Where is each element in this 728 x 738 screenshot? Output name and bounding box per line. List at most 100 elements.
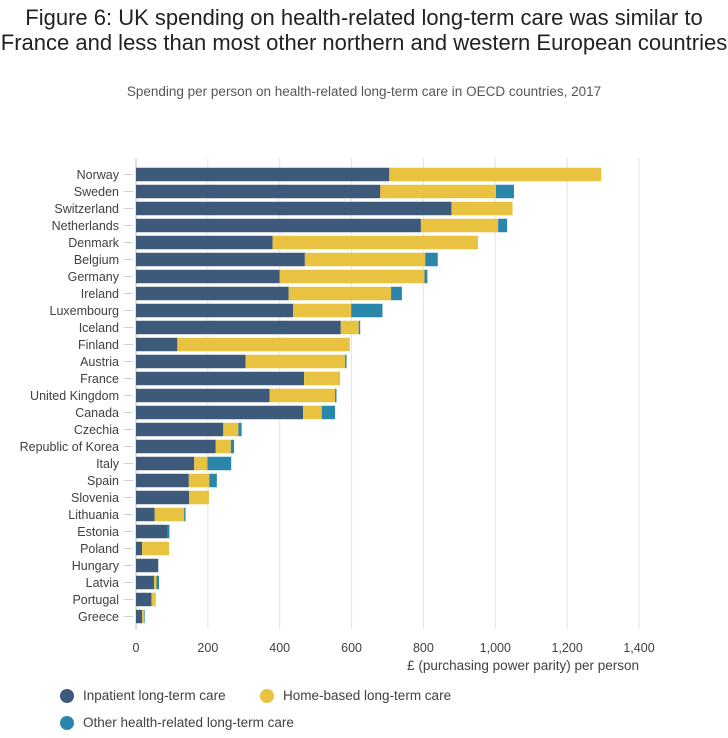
bar-segment <box>496 184 514 199</box>
legend-label: Home-based long-term care <box>283 688 452 703</box>
bars <box>136 167 602 624</box>
bar-segment <box>136 422 224 437</box>
bar-segment <box>177 337 350 352</box>
bar-segment <box>321 405 336 420</box>
bar-segment <box>136 558 159 573</box>
category-label: Hungary <box>72 559 120 573</box>
category-label: Republic of Korea <box>20 440 119 454</box>
x-tick-label: 600 <box>341 641 362 655</box>
bar-segment <box>136 405 304 420</box>
bar-segment <box>136 167 390 182</box>
bar-segment <box>154 507 185 522</box>
bar-segment <box>143 609 145 624</box>
bar-segment <box>304 252 426 267</box>
bar-segment <box>303 405 322 420</box>
bar-segment <box>184 507 186 522</box>
bar-segment <box>288 286 392 301</box>
bar-segment <box>188 473 210 488</box>
legend-swatch <box>60 688 74 703</box>
category-label: Norway <box>77 168 120 182</box>
legend-item: Home-based long-term care <box>260 688 451 703</box>
bar-segment <box>136 473 189 488</box>
bar-segment <box>142 541 170 556</box>
bar-segment <box>136 439 216 454</box>
category-label: Latvia <box>86 576 119 590</box>
category-label: Austria <box>80 355 119 369</box>
legend-item: Other health-related long-term care <box>60 715 294 730</box>
bar-segment <box>136 252 305 267</box>
bar-segment <box>167 524 170 539</box>
legend-label: Inpatient long-term care <box>83 688 226 703</box>
bar-segment <box>136 541 143 556</box>
bar-segment <box>156 575 159 590</box>
bar-segment <box>136 524 168 539</box>
bar-segment <box>136 507 155 522</box>
legend-swatch <box>260 688 274 703</box>
x-tick-label: 800 <box>413 641 434 655</box>
bar-segment <box>136 303 294 318</box>
bar-segment <box>142 609 144 624</box>
bar-segment <box>136 609 143 624</box>
legend-swatch <box>60 715 74 730</box>
bar-segment <box>340 320 359 335</box>
bar-segment <box>136 371 305 386</box>
bar-segment <box>189 490 209 505</box>
category-label: Canada <box>75 406 119 420</box>
x-axis-title: £ (purchasing power parity) per person <box>407 658 639 673</box>
legend-label: Other health-related long-term care <box>83 715 294 730</box>
bar-segment <box>136 218 421 233</box>
bar-segment <box>136 388 270 403</box>
category-label: Iceland <box>79 321 119 335</box>
bar-segment <box>304 371 341 386</box>
category-labels: Norway Sweden Switzerland Netherlands Denmar… <box>20 168 133 624</box>
category-label: Estonia <box>77 525 119 539</box>
bar-segment <box>136 456 195 471</box>
category-label: Germany <box>68 270 120 284</box>
bar-segment <box>136 592 152 607</box>
bar-segment <box>151 592 156 607</box>
bar-segment <box>272 235 479 250</box>
bar-segment <box>391 286 402 301</box>
x-tick-label: 400 <box>269 641 290 655</box>
bar-segment <box>279 269 425 284</box>
legend-item: Inpatient long-term care <box>60 688 226 703</box>
bar-segment <box>136 575 154 590</box>
bar-segment <box>230 439 235 454</box>
category-label: Ireland <box>81 287 119 301</box>
category-label: Sweden <box>74 185 119 199</box>
chart-title: Figure 6: UK spending on health-related … <box>0 5 728 55</box>
category-label: Denmark <box>68 236 119 250</box>
bar-segment <box>498 218 508 233</box>
bar-segment <box>136 320 341 335</box>
bar-segment <box>269 388 336 403</box>
x-tick-label: 0 <box>133 641 140 655</box>
category-label: United Kingdom <box>30 389 119 403</box>
category-label: Czechia <box>74 423 119 437</box>
category-label: Poland <box>80 542 119 556</box>
bar-segment <box>136 354 246 369</box>
category-label: Portugal <box>72 593 119 607</box>
x-tick-label: 1,400 <box>623 641 654 655</box>
bar-segment <box>136 201 452 216</box>
bar-segment <box>425 252 438 267</box>
chart-subtitle: Spending per person on health-related lo… <box>126 84 602 99</box>
bar-segment <box>223 422 239 437</box>
bar-segment <box>293 303 352 318</box>
bar-segment <box>136 235 273 250</box>
bar-segment <box>136 286 289 301</box>
x-axis-ticks: 0 200 400 600 800 1,000 1,200 1,400 <box>133 641 655 655</box>
bar-segment <box>209 473 217 488</box>
bar-segment <box>245 354 346 369</box>
category-label: France <box>80 372 119 386</box>
category-label: Luxembourg <box>50 304 120 318</box>
x-tick-label: 1,200 <box>552 641 583 655</box>
bar-segment <box>136 269 280 284</box>
category-label: Greece <box>78 610 119 624</box>
bar-segment <box>451 201 513 216</box>
bar-segment <box>207 456 232 471</box>
x-tick-label: 200 <box>197 641 218 655</box>
bar-segment <box>215 439 231 454</box>
bar-segment <box>351 303 383 318</box>
bar-segment <box>424 269 428 284</box>
